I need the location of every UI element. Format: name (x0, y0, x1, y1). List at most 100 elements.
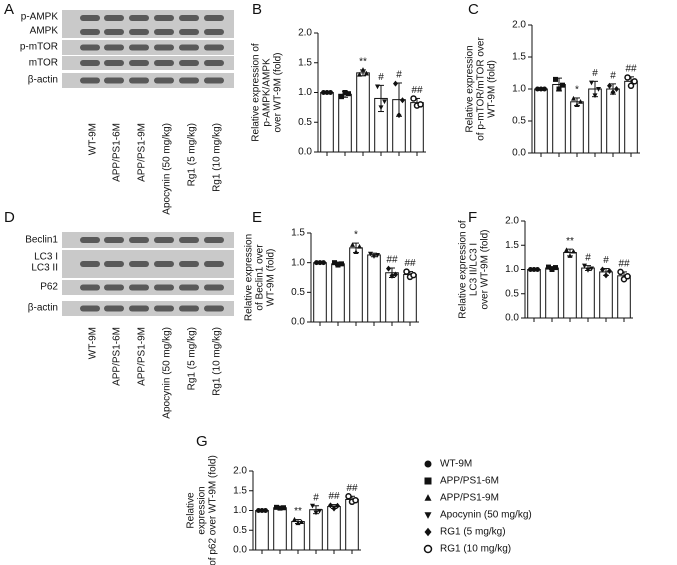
significance: # (313, 492, 319, 503)
significance: * (354, 230, 358, 241)
marker (375, 84, 380, 90)
y-axis-title: Relative expression of (251, 43, 262, 142)
bar (581, 267, 595, 319)
marker (259, 508, 265, 513)
marker (627, 82, 635, 90)
blot-band (129, 305, 149, 312)
y-tick-label: 1.0 (291, 257, 305, 268)
marker (277, 505, 283, 511)
marker (360, 67, 366, 72)
blot-band (204, 29, 224, 35)
y-axis-title: expression (197, 486, 208, 534)
blot-band (204, 261, 224, 267)
marker (299, 519, 304, 524)
blot-band (129, 15, 149, 21)
significance: # (610, 71, 616, 82)
marker (393, 271, 398, 278)
marker (345, 493, 352, 500)
blot-band (154, 60, 174, 66)
marker (364, 70, 369, 76)
blot-band (204, 305, 224, 312)
legend-label: Apocynin (50 mg/kg) (440, 510, 532, 521)
y-tick-label: 0.5 (298, 117, 312, 128)
y-tick-label: 0.5 (233, 525, 247, 536)
marker (396, 112, 402, 119)
marker (335, 262, 341, 268)
marker (368, 251, 373, 257)
marker (582, 263, 587, 269)
blot-band (104, 60, 124, 66)
marker (386, 265, 391, 272)
marker (553, 76, 558, 82)
blot-band (104, 77, 124, 84)
bar (534, 88, 548, 154)
lane-label: Rg1 (5 mg/kg) (187, 123, 198, 186)
marker (314, 260, 319, 266)
marker (350, 242, 355, 247)
marker (375, 252, 380, 258)
marker (339, 261, 344, 267)
y-tick-label: 0.0 (291, 317, 305, 328)
significance: # (585, 252, 591, 263)
y-axis-title: Relative expression (465, 45, 476, 132)
significance: ## (618, 259, 630, 270)
blot-band (104, 15, 124, 21)
blot-band (129, 44, 149, 51)
y-axis-title: Relative (186, 492, 197, 529)
marker (624, 74, 631, 81)
marker (378, 105, 384, 111)
marker (346, 91, 351, 97)
bar (331, 263, 345, 323)
marker (528, 267, 533, 272)
y-axis-title: LC3 II/LC3 I (469, 243, 480, 296)
marker (600, 266, 605, 273)
marker (556, 86, 562, 92)
marker (328, 502, 333, 509)
significance: # (378, 72, 384, 83)
y-tick-label: 2.0 (233, 466, 247, 477)
bar (356, 72, 370, 153)
blot-band (154, 284, 174, 291)
bar (624, 80, 638, 154)
panel-letter: A (4, 1, 14, 18)
marker (335, 502, 340, 509)
blot-band (129, 29, 149, 35)
panel-letter: G (196, 433, 208, 450)
blot-band (154, 237, 174, 243)
significance: ** (359, 57, 367, 68)
y-tick-label: 0.0 (233, 545, 247, 556)
marker (571, 248, 576, 254)
y-tick-label: 0.0 (298, 147, 312, 158)
blot-band (179, 29, 199, 35)
y-axis-title: over WT-9M (fold) (480, 229, 491, 309)
y-tick-label: 1.5 (512, 52, 526, 63)
blot-band (129, 284, 149, 291)
lane-label: Apocynin (50 mg/kg) (162, 123, 173, 215)
bar (273, 507, 287, 551)
bar (588, 88, 602, 154)
y-tick-label: 2.0 (298, 28, 312, 39)
marker (424, 494, 432, 501)
marker (400, 97, 405, 104)
legend-label: WT-9M (440, 459, 472, 470)
bar (599, 271, 613, 319)
marker (382, 99, 387, 105)
marker (546, 264, 551, 270)
significance: # (603, 255, 609, 266)
blot-band (154, 29, 174, 35)
marker (310, 503, 315, 509)
blot-row-label: LC3 I (34, 252, 58, 263)
blot-band (204, 77, 224, 84)
blot-band (179, 15, 199, 21)
blot-row-label: Beclin1 (25, 235, 58, 246)
blot-row-label: β-actin (28, 75, 58, 86)
marker (313, 510, 319, 516)
significance: # (396, 70, 402, 81)
blot-band (80, 284, 100, 291)
marker (596, 87, 601, 92)
significance: # (592, 68, 598, 79)
marker (531, 267, 537, 272)
blot-band (129, 60, 149, 66)
bar (327, 506, 341, 551)
blot-band (80, 77, 100, 84)
